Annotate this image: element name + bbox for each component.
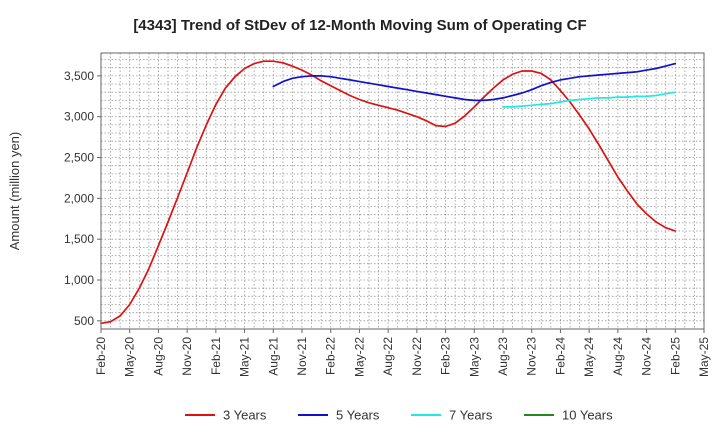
x-tick-label: May-21 [238,337,252,377]
series-line-3-years [100,60,677,325]
x-tick-label: Nov-22 [410,337,424,376]
x-tick-label: May-22 [352,337,366,377]
y-tick-label: 1,500 [64,232,94,246]
x-tick-label: Feb-24 [553,337,567,375]
y-tick-label: 3,000 [64,110,94,124]
x-tick-label: Aug-24 [611,337,625,376]
legend-label-7-years: 7 Years [449,408,493,423]
x-tick-label: Aug-21 [266,337,280,376]
y-axis-label: Amount (million yen) [7,132,22,251]
y-tick-label: 3,500 [64,69,94,83]
x-tick-label: Aug-20 [151,337,165,376]
y-tick-label: 1,000 [64,273,94,287]
x-tick-label: Aug-23 [496,337,510,376]
legend: 3 Years 5 Years 7 Years 10 Years [185,408,613,423]
plot-frame [100,52,705,330]
x-tick-label: May-23 [467,337,481,377]
y-tick-label: 2,500 [64,151,94,165]
x-axis: Feb-20 May-20 Aug-20 Nov-20 Feb-21 May-21 Aug-… [94,329,711,377]
x-tick-label: May-20 [123,337,137,377]
x-tick-label: Feb-25 [668,337,682,375]
x-tick-label: May-25 [697,337,711,377]
plot-area [101,53,704,329]
x-tick-label: Nov-20 [180,337,194,376]
grid [100,53,705,329]
legend-label-3-years: 3 Years [223,408,267,423]
chart-title: [4343] Trend of StDev of 12-Month Moving… [133,17,586,34]
y-axis: 500 1,000 1,500 2,000 2,500 3,000 3,500 [64,69,101,328]
series-layer [100,60,677,325]
x-tick-label: Feb-22 [324,337,338,375]
x-tick-label: May-24 [582,337,596,377]
x-tick-label: Feb-20 [94,337,108,375]
x-tick-label: Nov-21 [295,337,309,376]
x-tick-label: Feb-21 [209,337,223,375]
y-tick-label: 500 [74,314,94,328]
y-tick-label: 2,000 [64,191,94,205]
legend-label-5-years: 5 Years [336,408,380,423]
x-tick-label: Nov-24 [640,337,654,376]
x-tick-label: Aug-22 [381,337,395,376]
legend-label-10-years: 10 Years [562,408,613,423]
x-tick-label: Nov-23 [525,337,539,376]
series-line-5-years [272,62,677,102]
series-line-7-years [502,91,677,108]
x-tick-label: Feb-23 [439,337,453,375]
